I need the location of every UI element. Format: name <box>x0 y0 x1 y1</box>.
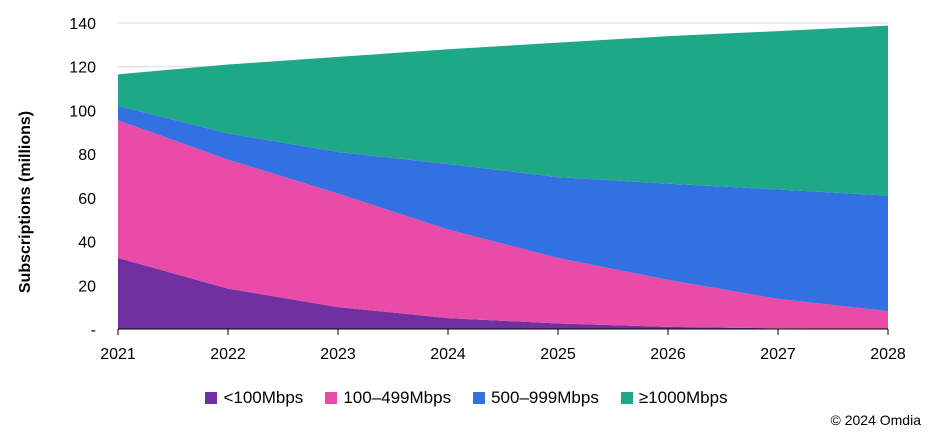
x-tick-label: 2023 <box>320 346 356 363</box>
y-tick-label: 20 <box>78 278 96 295</box>
y-tick-label: 120 <box>69 60 96 77</box>
legend-label: <100Mbps <box>223 388 304 407</box>
copyright: © 2024 Omdia <box>830 412 921 428</box>
legend-swatch <box>205 392 218 404</box>
legend-swatch <box>473 392 486 404</box>
legend-label: ≥1000Mbps <box>638 388 728 407</box>
x-tick-label: 2028 <box>870 346 906 363</box>
x-tick-label: 2025 <box>540 346 576 363</box>
legend: <100Mbps 100–499Mbps 500–999Mbps ≥1000Mbps <box>0 388 933 408</box>
legend-item: ≥1000Mbps <box>620 388 728 408</box>
y-tick-label: 60 <box>78 191 96 208</box>
areas <box>118 25 888 329</box>
x-tick-label: 2021 <box>100 346 136 363</box>
legend-item: <100Mbps <box>205 388 303 408</box>
x-tick-label: 2024 <box>430 346 466 363</box>
y-tick-label: - <box>91 322 96 339</box>
legend-swatch <box>620 392 633 404</box>
area-series-100mbps <box>118 257 888 329</box>
x-tick-label: 2026 <box>650 346 686 363</box>
area-series-500-999mbps <box>118 106 888 312</box>
legend-label: 100–499Mbps <box>343 388 452 407</box>
y-tick-label: 140 <box>69 16 96 33</box>
y-axis-label: Subscriptions (millions) <box>17 111 34 293</box>
legend-swatch <box>325 392 338 404</box>
area-series-100-499mbps <box>118 120 888 329</box>
legend-label: 500–999Mbps <box>491 388 599 407</box>
y-tick-label: 40 <box>78 235 96 252</box>
x-tick-label: 2027 <box>760 346 796 363</box>
y-tick-label: 80 <box>78 147 96 164</box>
area-series-1000mbps <box>118 25 888 196</box>
legend-item: 100–499Mbps <box>325 388 451 408</box>
legend-item: 500–999Mbps <box>473 388 599 408</box>
axes: - 20 40 60 80 100 120 140 2021 2022 2023 2024 2025 20… <box>69 16 906 363</box>
x-tick-label: 2022 <box>210 346 246 363</box>
y-tick-label: 100 <box>69 103 96 120</box>
